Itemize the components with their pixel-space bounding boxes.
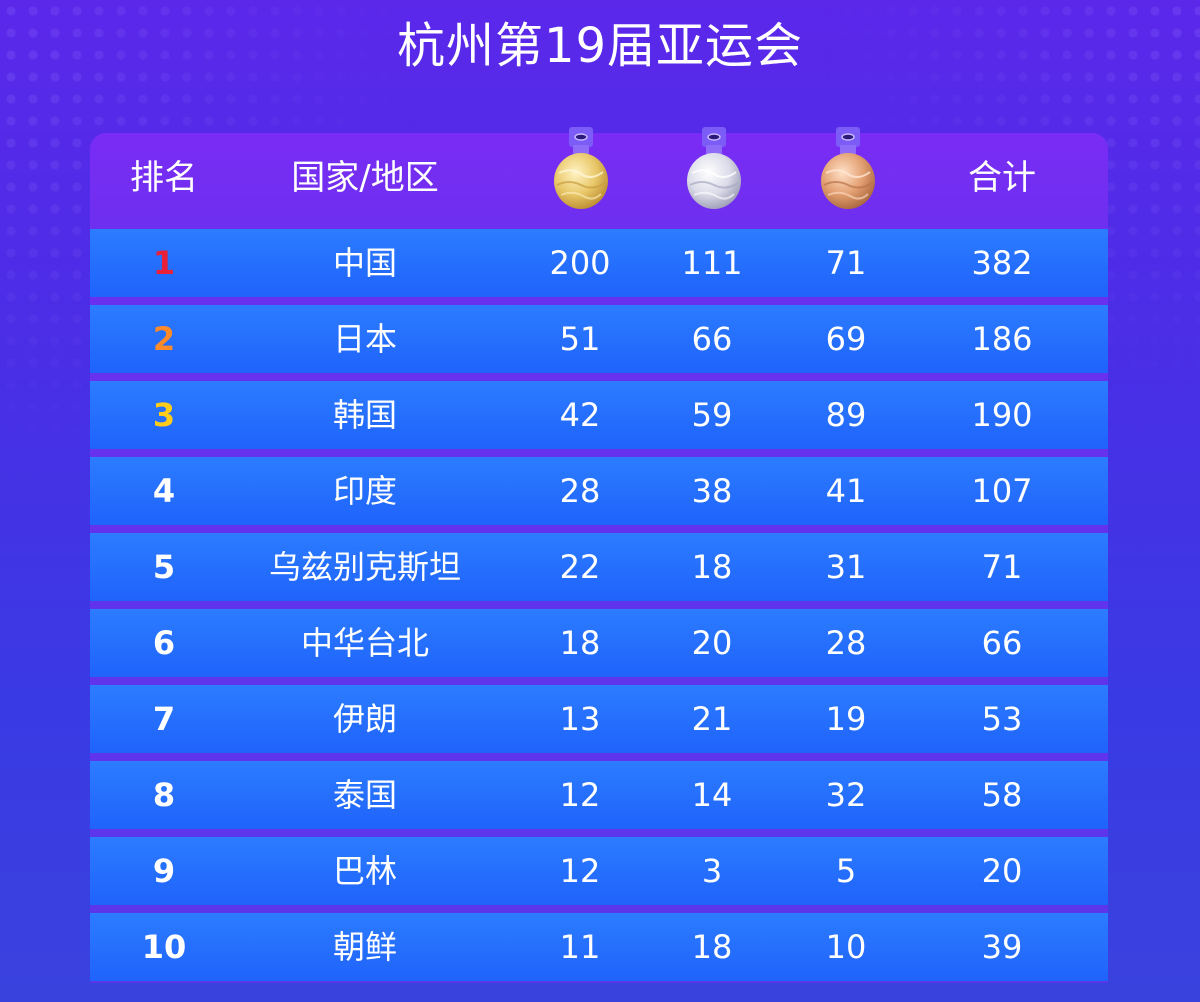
total-count-cell: 71 <box>981 548 1023 586</box>
table-header: 排名 国家/地区 <box>90 127 1108 223</box>
bronze-count-cell: 5 <box>835 852 857 890</box>
country-cell: 泰国 <box>332 776 397 814</box>
silver-count-cell: 66 <box>691 320 733 358</box>
table-row: 3 韩国 42 59 89 190 <box>90 381 1108 449</box>
total-count-cell: 66 <box>981 624 1023 662</box>
gold-medal-icon <box>554 127 608 209</box>
table-row: 7 伊朗 13 21 19 53 <box>90 685 1108 753</box>
total-count-cell: 53 <box>981 700 1023 738</box>
rank-cell: 5 <box>152 548 176 586</box>
bronze-count-cell: 31 <box>825 548 867 586</box>
bronze-count-cell: 28 <box>825 624 867 662</box>
bronze-count-cell: 41 <box>825 472 867 510</box>
total-count-cell: 39 <box>981 928 1023 966</box>
bronze-count-cell: 10 <box>825 928 867 966</box>
silver-count-cell: 38 <box>691 472 733 510</box>
bronze-count-cell: 89 <box>825 396 867 434</box>
bronze-count-cell: 71 <box>825 244 867 282</box>
silver-count-cell: 59 <box>691 396 733 434</box>
rank-cell: 7 <box>152 700 176 738</box>
silver-count-cell: 14 <box>691 776 733 814</box>
country-cell: 印度 <box>332 472 397 510</box>
total-count-cell: 186 <box>971 320 1033 358</box>
silver-count-cell: 21 <box>691 700 733 738</box>
gold-count-cell: 200 <box>549 244 611 282</box>
gold-count-cell: 12 <box>559 776 601 814</box>
bronze-count-cell: 32 <box>825 776 867 814</box>
table-row: 9 巴林 12 3 5 20 <box>90 837 1108 905</box>
silver-medal-icon <box>687 127 741 209</box>
bronze-count-cell: 69 <box>825 320 867 358</box>
gold-count-cell: 22 <box>559 548 601 586</box>
bronze-count-cell: 19 <box>825 700 867 738</box>
total-count-cell: 190 <box>971 396 1033 434</box>
gold-count-cell: 42 <box>559 396 601 434</box>
total-count-cell: 107 <box>971 472 1033 510</box>
country-cell: 朝鲜 <box>332 928 397 966</box>
country-cell: 中华台北 <box>300 624 429 662</box>
header-country: 国家/地区 <box>291 158 439 198</box>
gold-count-cell: 12 <box>559 852 601 890</box>
gold-count-cell: 28 <box>559 472 601 510</box>
table-row: 8 泰国 12 14 32 58 <box>90 761 1108 829</box>
gold-count-cell: 11 <box>559 928 601 966</box>
table-row: 1 中国 200 111 71 382 <box>90 229 1108 297</box>
table-row: 2 日本 51 66 69 186 <box>90 305 1108 373</box>
total-count-cell: 20 <box>981 852 1023 890</box>
country-cell: 乌兹别克斯坦 <box>268 548 461 586</box>
bronze-medal-icon <box>821 127 875 209</box>
rank-cell: 4 <box>152 472 176 510</box>
rank-cell: 9 <box>152 852 176 890</box>
silver-count-cell: 20 <box>691 624 733 662</box>
table-row: 4 印度 28 38 41 107 <box>90 457 1108 525</box>
gold-count-cell: 13 <box>559 700 601 738</box>
header-total: 合计 <box>968 158 1036 198</box>
total-count-cell: 382 <box>971 244 1033 282</box>
country-cell: 日本 <box>332 320 397 358</box>
header-rank: 排名 <box>130 158 198 198</box>
silver-count-cell: 111 <box>681 244 743 282</box>
table-row: 5 乌兹别克斯坦 22 18 31 71 <box>90 533 1108 601</box>
rank-cell: 8 <box>152 776 176 814</box>
rank-cell: 6 <box>152 624 176 662</box>
country-cell: 韩国 <box>332 396 397 434</box>
table-row: 6 中华台北 18 20 28 66 <box>90 609 1108 677</box>
country-cell: 中国 <box>332 244 397 282</box>
silver-count-cell: 18 <box>691 928 733 966</box>
country-cell: 巴林 <box>332 852 397 890</box>
gold-count-cell: 18 <box>559 624 601 662</box>
rank-cell: 1 <box>152 244 176 282</box>
table-row: 10 朝鲜 11 18 10 39 <box>90 913 1108 981</box>
rank-cell: 2 <box>152 320 176 358</box>
silver-count-cell: 3 <box>701 852 723 890</box>
gold-count-cell: 51 <box>559 320 601 358</box>
page-title: 杭州第19届亚运会 <box>396 18 804 74</box>
rank-cell: 10 <box>141 928 187 966</box>
silver-count-cell: 18 <box>691 548 733 586</box>
country-cell: 伊朗 <box>332 700 397 738</box>
total-count-cell: 58 <box>981 776 1023 814</box>
rank-cell: 3 <box>152 396 176 434</box>
